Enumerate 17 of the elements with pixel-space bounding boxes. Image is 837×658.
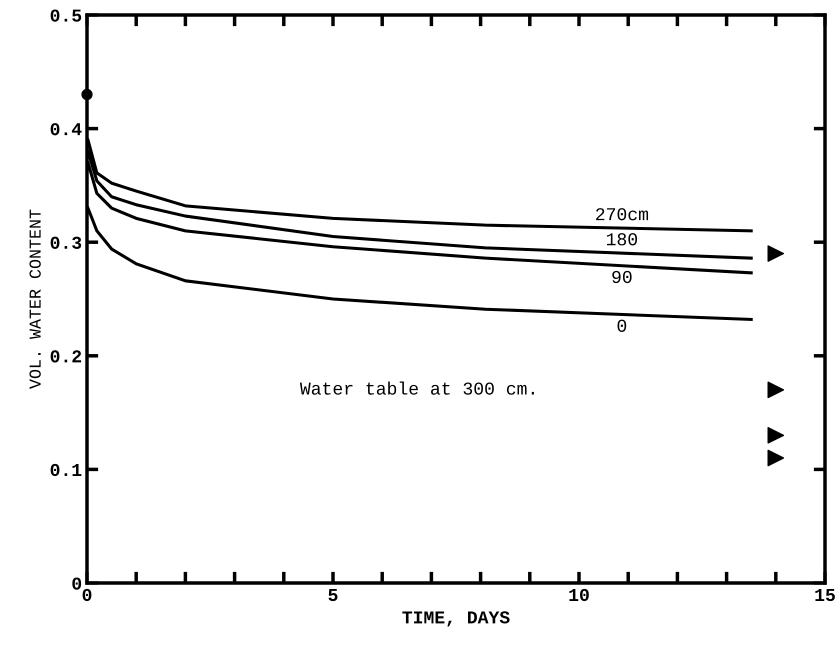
y-tick-label: 0.5	[50, 9, 82, 22]
y-tick-label: 0.2	[50, 350, 82, 363]
series-label: 0	[618, 320, 626, 332]
x-tick-label: 15	[815, 589, 835, 602]
y-axis-title: VOL. WATER CONTENT	[29, 210, 41, 389]
series-label: 90	[612, 270, 632, 284]
series-label: 180	[606, 233, 638, 246]
y-tick-label: 0	[72, 577, 82, 590]
x-tick-label: 0	[82, 588, 92, 602]
series-label: 270cm	[596, 208, 648, 220]
y-tick-label: 0.3	[50, 236, 82, 249]
x-axis-title: TIME, DAYS	[402, 611, 510, 627]
x-tick-label: 5	[328, 589, 338, 602]
y-tick-label: 0.1	[50, 464, 82, 476]
annotation: Water table at 300 cm.	[300, 381, 534, 395]
y-tick-label: 0.4	[50, 123, 82, 136]
x-tick-label: 10	[569, 588, 589, 602]
